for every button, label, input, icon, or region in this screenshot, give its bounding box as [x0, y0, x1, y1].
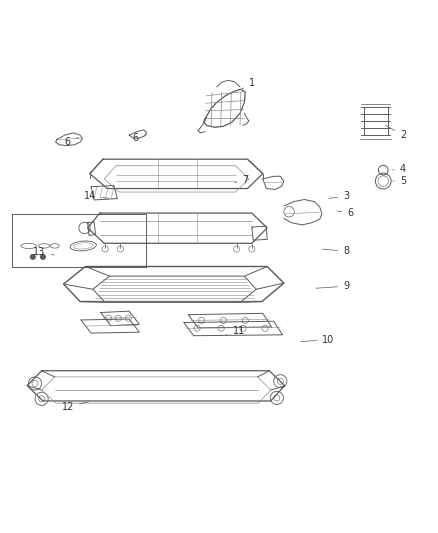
Text: 7: 7 — [235, 175, 248, 185]
Text: 8: 8 — [322, 246, 349, 256]
Text: 9: 9 — [316, 281, 349, 291]
Text: 1: 1 — [241, 77, 255, 90]
Text: 6: 6 — [65, 136, 78, 147]
Text: 11: 11 — [226, 326, 245, 336]
Text: 13: 13 — [33, 247, 54, 257]
Text: 5: 5 — [393, 176, 406, 186]
Text: 12: 12 — [62, 401, 89, 411]
Circle shape — [30, 254, 36, 260]
Circle shape — [40, 254, 46, 260]
Text: 6: 6 — [337, 208, 353, 218]
Text: 6: 6 — [133, 133, 146, 143]
Text: 4: 4 — [392, 164, 406, 174]
Text: 10: 10 — [300, 335, 335, 345]
Text: 3: 3 — [329, 191, 349, 201]
Text: 14: 14 — [84, 191, 109, 201]
Text: 2: 2 — [386, 125, 406, 140]
